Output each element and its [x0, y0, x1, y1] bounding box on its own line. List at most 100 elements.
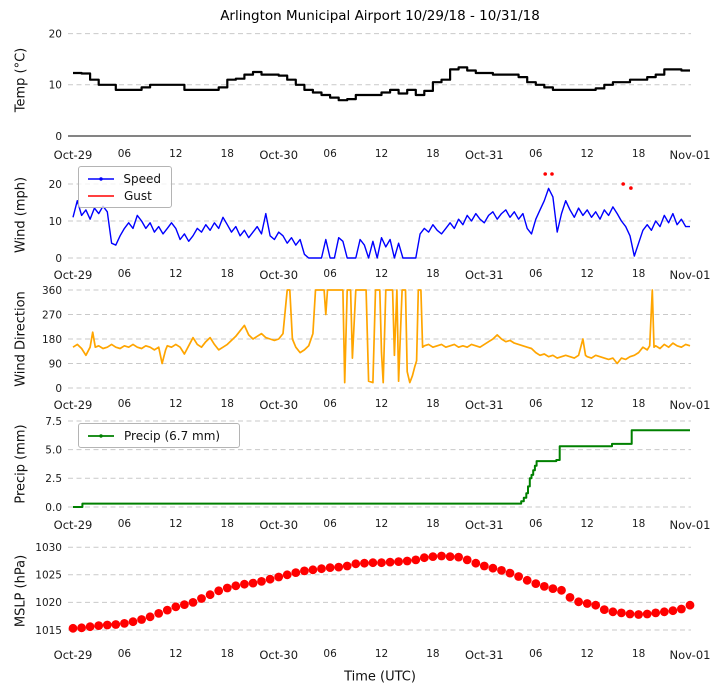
mslp-point [128, 617, 138, 627]
mslp-point [677, 604, 686, 614]
mslp-point [419, 553, 429, 563]
x-tick-label: 06 [323, 518, 337, 530]
x-tick-label: 06 [529, 268, 543, 280]
mslp-point [342, 561, 352, 571]
mslp-point [274, 572, 284, 582]
x-tick-label: 18 [426, 398, 439, 410]
mslp-point [479, 561, 489, 571]
y-tick-label: 0 [55, 253, 62, 265]
mslp-point [454, 552, 463, 562]
x-tick-label: Nov-01 [670, 148, 711, 162]
x-tick-label: Oct-29 [54, 518, 93, 532]
x-tick-label: 18 [221, 148, 234, 160]
mslp-point [539, 582, 549, 591]
mslp-point [608, 607, 618, 617]
mslp-point [685, 600, 695, 610]
mslp-point [625, 609, 635, 619]
mslp-point [111, 620, 121, 629]
mslp-point [659, 607, 669, 617]
y-tick-label: 5.0 [45, 444, 62, 456]
gust-point [629, 186, 633, 190]
mslp-point [634, 610, 643, 619]
x-tick-label: Oct-30 [259, 398, 298, 412]
mslp-point [145, 612, 155, 622]
x-tick-label: Oct-29 [54, 648, 93, 662]
x-tick-label: 12 [375, 398, 388, 410]
y-tick-label: 360 [42, 285, 62, 297]
mslp-point [154, 609, 164, 618]
mslp-point [488, 563, 498, 573]
mslp-point [651, 608, 661, 618]
y-tick-label: 1015 [35, 625, 62, 637]
x-tick-label: Nov-01 [670, 268, 711, 282]
x-tick-label: 12 [581, 148, 594, 160]
y-tick-label: 2.5 [45, 473, 62, 485]
x-tick-label: Nov-01 [670, 518, 711, 532]
speed-legend-label: Speed [123, 171, 161, 186]
x-tick-label: Nov-01 [670, 648, 711, 662]
x-tick-label: 12 [581, 518, 594, 530]
x-tick-label: 12 [581, 648, 594, 660]
y-tick-label: 10 [49, 216, 62, 228]
x-tick-label: 06 [118, 648, 132, 660]
mslp-point [548, 584, 558, 593]
x-tick-label: Oct-31 [465, 268, 504, 282]
y-tick-label: 1020 [35, 597, 62, 609]
y-tick-label: 1025 [35, 570, 62, 582]
mslp-point [222, 583, 232, 593]
x-tick-label: 12 [581, 268, 594, 280]
x-tick-label: 12 [169, 518, 182, 530]
y-tick-label: 0.0 [45, 502, 62, 514]
x-tick-label: 12 [375, 268, 388, 280]
y-tick-label: 1030 [35, 542, 62, 554]
mslp-point [257, 577, 266, 586]
y-axis-label-temp: Temp (°C) [13, 47, 29, 113]
x-tick-label: 06 [323, 398, 337, 410]
mslp-point [282, 570, 292, 580]
x-axis-label: Time (UTC) [344, 669, 416, 685]
y-tick-label: 270 [42, 309, 62, 321]
x-tick-label: 18 [426, 268, 439, 280]
wind-legend: Speed Gust [78, 166, 172, 208]
x-tick-label: 18 [632, 518, 645, 530]
mslp-point [617, 608, 626, 618]
x-tick-label: 06 [529, 648, 543, 660]
gust-legend-label: Gust [124, 188, 152, 203]
temperature-panel: 0 10 20 Oct-29 06 12 18 Oct-30 06 12 18 Oct-31 06 12 1… [49, 28, 711, 162]
x-tick-label: 18 [632, 268, 645, 280]
x-tick-label: 06 [323, 148, 337, 160]
mslp-point [317, 564, 326, 574]
chart-title: Arlington Municipal Airport 10/29/18 - 1… [220, 8, 540, 24]
mslp-point [85, 622, 95, 632]
mslp-point [120, 619, 129, 628]
mslp-point [599, 605, 609, 614]
mslp-point [205, 590, 215, 600]
x-tick-label: 18 [426, 518, 439, 530]
y-tick-label: 90 [49, 358, 62, 370]
mslp-point [248, 578, 258, 588]
y-tick-label: 0 [55, 131, 62, 143]
x-tick-label: Oct-29 [54, 398, 93, 412]
wind-direction-panel: 0 90 180 270 360 Oct-29 06 12 18 Oct-30 06 12 18 Oct-… [42, 285, 711, 412]
mslp-point [394, 557, 403, 566]
mslp-point [522, 575, 532, 585]
x-tick-label: 18 [221, 398, 234, 410]
mslp-point [428, 552, 438, 561]
x-tick-label: 06 [118, 398, 132, 410]
x-tick-label: 06 [118, 148, 132, 160]
x-tick-label: Oct-31 [465, 398, 504, 412]
mslp-point [591, 600, 601, 610]
mslp-point [368, 558, 378, 568]
mslp-point [471, 558, 481, 568]
wind-legend-speed-entry: Speed [87, 172, 161, 186]
x-tick-label: 12 [375, 518, 388, 530]
mslp-point [360, 558, 369, 568]
x-tick-label: Oct-31 [465, 648, 504, 662]
precip-line [73, 429, 690, 508]
mslp-point [334, 562, 344, 572]
mslp-point [557, 585, 566, 595]
mslp-point [668, 606, 678, 616]
gust-point [550, 172, 554, 176]
mslp-point [240, 579, 249, 589]
mslp-point [402, 556, 412, 566]
